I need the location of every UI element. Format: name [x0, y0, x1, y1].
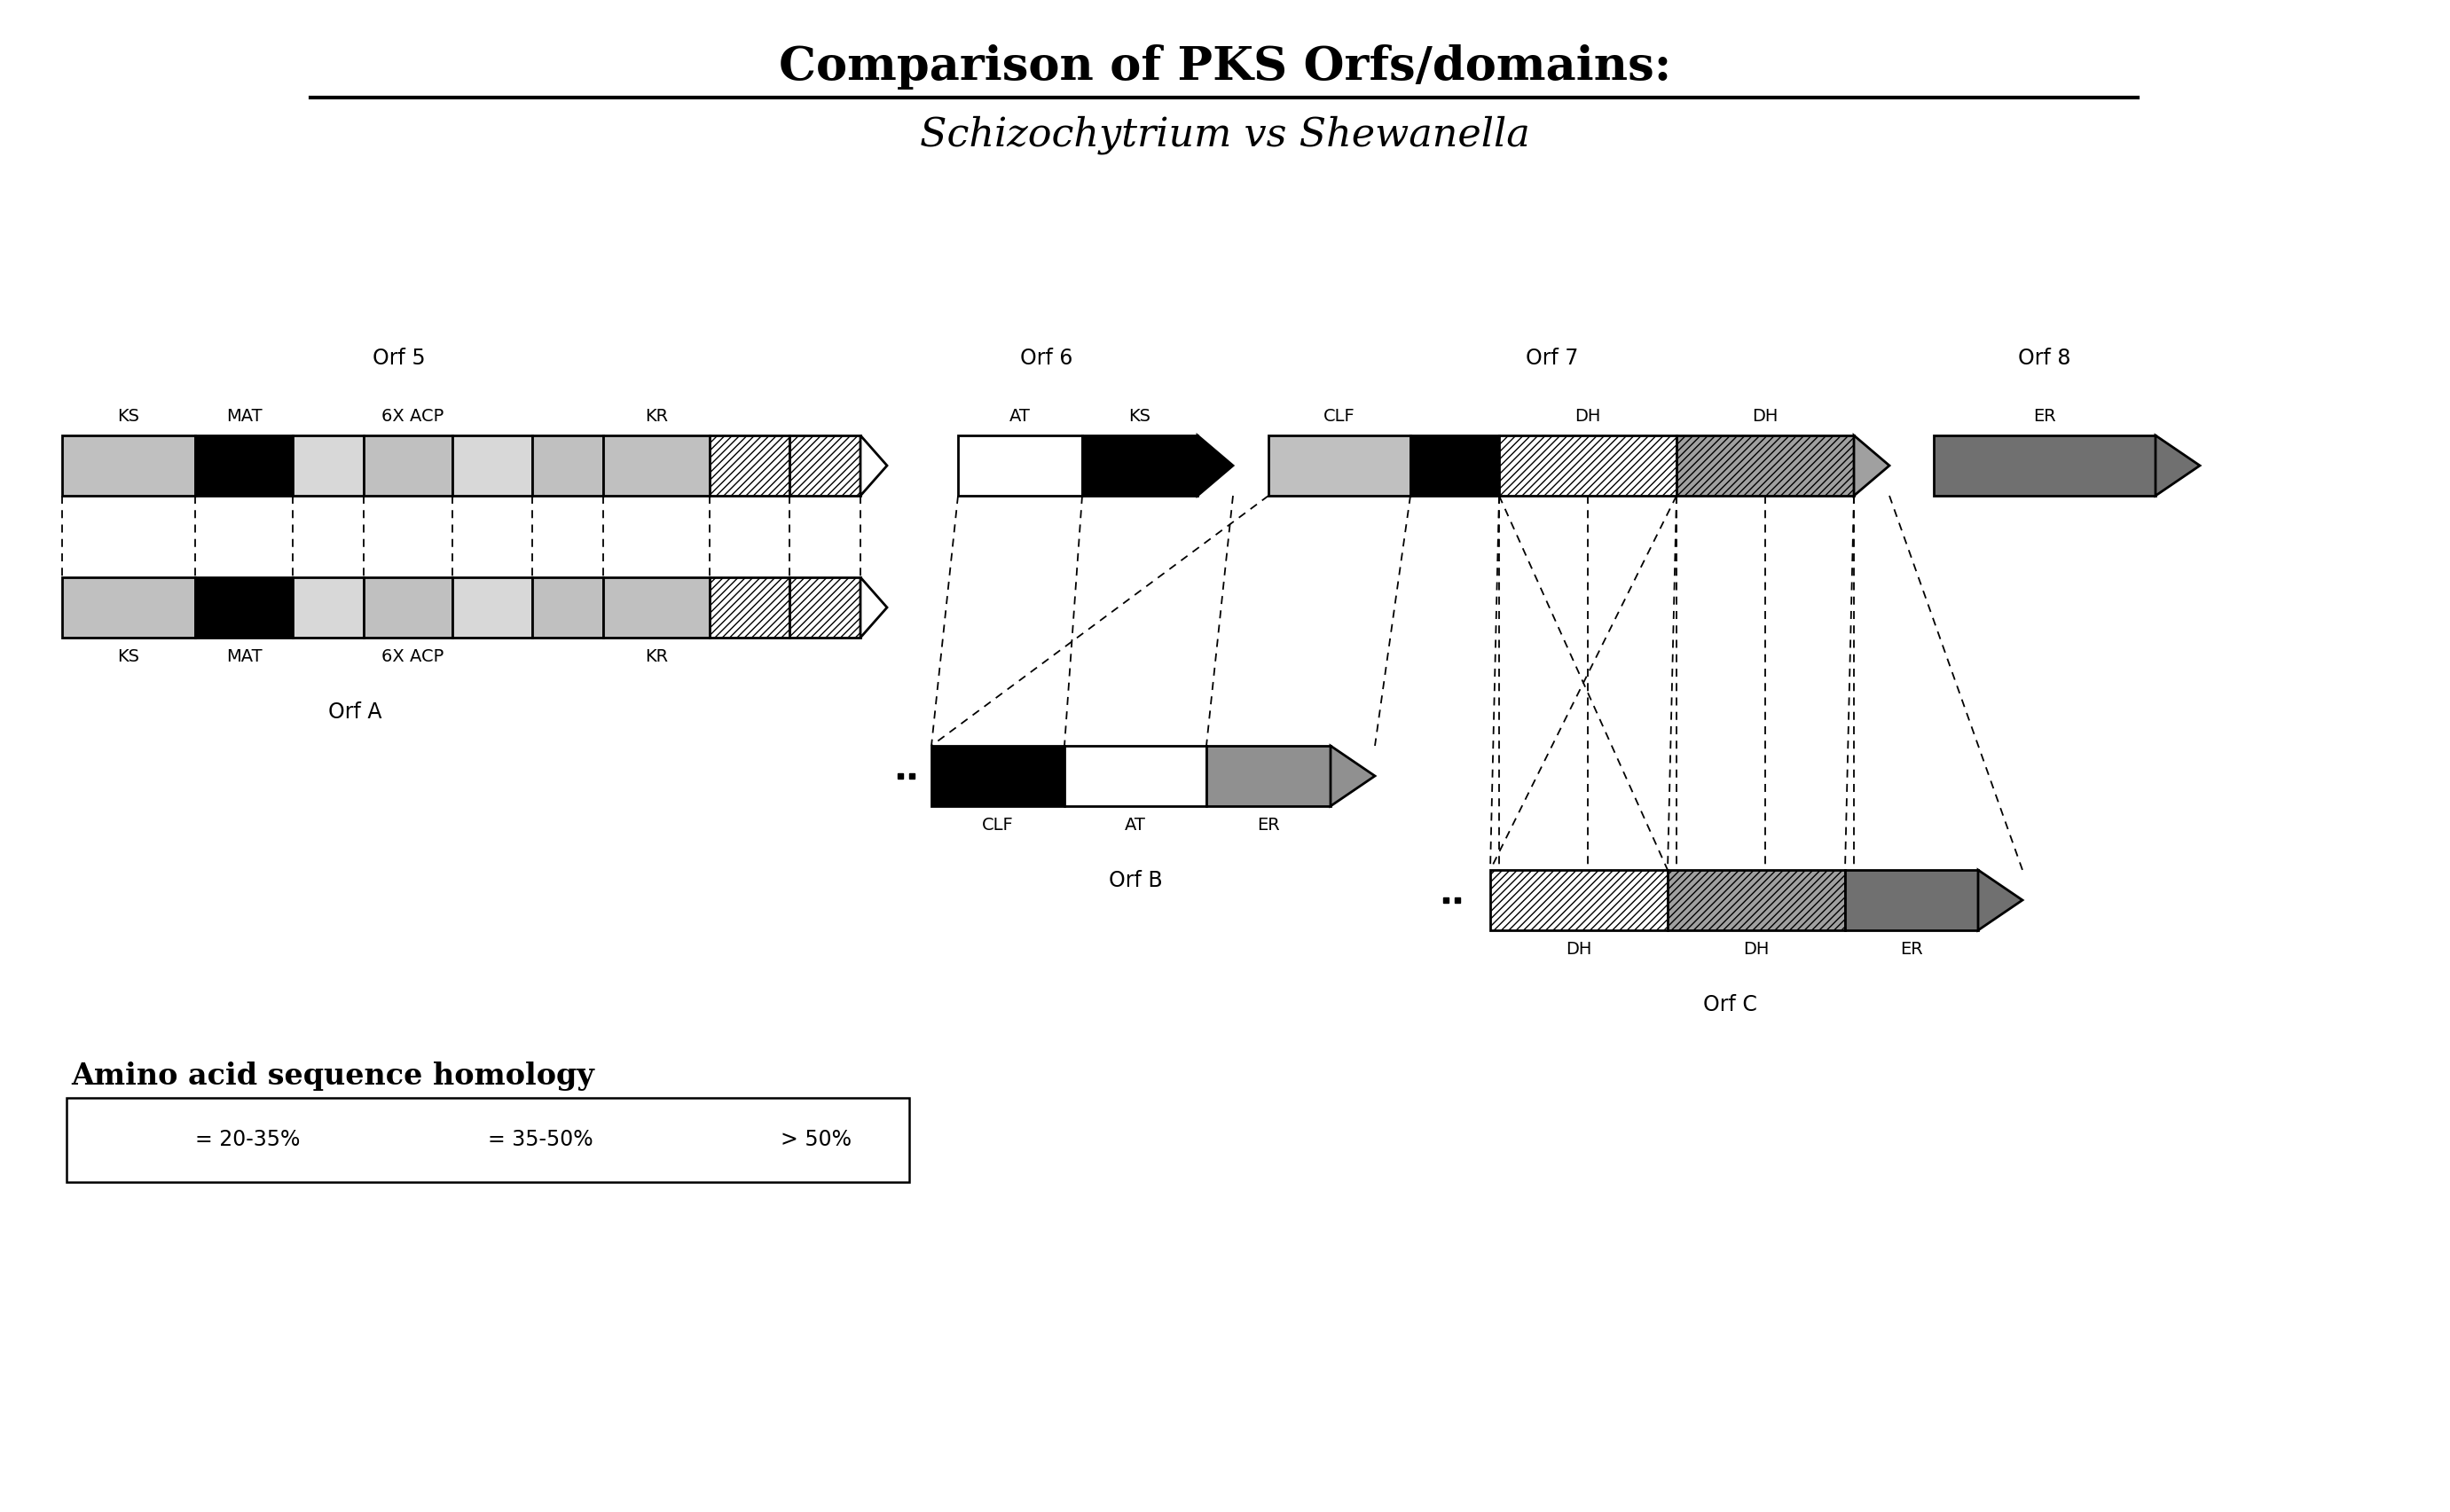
- FancyBboxPatch shape: [66, 1098, 909, 1182]
- Polygon shape: [1330, 745, 1374, 806]
- Bar: [710, 435, 789, 496]
- Bar: [196, 578, 292, 638]
- Bar: [196, 435, 292, 496]
- Polygon shape: [860, 435, 887, 496]
- Text: Orf 5: Orf 5: [372, 348, 426, 369]
- Bar: [1205, 745, 1330, 806]
- Text: CLF: CLF: [1323, 408, 1355, 425]
- Bar: [1676, 435, 1855, 496]
- Text: 6X ACP: 6X ACP: [382, 408, 443, 425]
- Bar: [1269, 435, 1411, 496]
- Bar: [1411, 435, 1499, 496]
- Text: > 50%: > 50%: [782, 1129, 853, 1151]
- Text: AT: AT: [1009, 408, 1031, 425]
- Bar: [88, 1119, 176, 1160]
- Bar: [363, 578, 453, 638]
- Bar: [603, 578, 710, 638]
- Text: DH: DH: [1575, 408, 1600, 425]
- Text: ER: ER: [1257, 816, 1279, 833]
- Text: Orf 6: Orf 6: [1019, 348, 1073, 369]
- Text: DH: DH: [1752, 408, 1779, 425]
- Bar: [292, 578, 363, 638]
- Text: MAT: MAT: [225, 649, 262, 665]
- Bar: [532, 435, 603, 496]
- Polygon shape: [1198, 435, 1232, 496]
- Text: = 35-50%: = 35-50%: [488, 1129, 593, 1151]
- Text: KS: KS: [118, 408, 140, 425]
- Text: MAT: MAT: [225, 408, 262, 425]
- Text: 6X ACP: 6X ACP: [382, 649, 443, 665]
- Text: KR: KR: [644, 408, 669, 425]
- Polygon shape: [1855, 435, 1889, 496]
- Bar: [789, 435, 860, 496]
- Text: Orf 7: Orf 7: [1526, 348, 1578, 369]
- Text: ER: ER: [1901, 940, 1923, 957]
- Bar: [1933, 435, 2156, 496]
- Bar: [532, 578, 603, 638]
- Text: DH: DH: [1744, 940, 1769, 957]
- Polygon shape: [1977, 869, 2021, 930]
- Bar: [292, 435, 363, 496]
- Text: Orf 8: Orf 8: [2019, 348, 2070, 369]
- Bar: [958, 435, 1083, 496]
- Bar: [1668, 869, 1845, 930]
- Bar: [1063, 745, 1205, 806]
- Text: Orf C: Orf C: [1703, 993, 1757, 1016]
- Polygon shape: [2156, 435, 2200, 496]
- Bar: [1083, 435, 1198, 496]
- Bar: [61, 435, 196, 496]
- Bar: [382, 1119, 470, 1160]
- Bar: [61, 578, 196, 638]
- Bar: [674, 1119, 762, 1160]
- Text: Orf B: Orf B: [1107, 869, 1161, 891]
- Text: KS: KS: [118, 649, 140, 665]
- Text: Orf A: Orf A: [328, 702, 382, 723]
- Bar: [1499, 435, 1676, 496]
- Bar: [1845, 869, 1977, 930]
- Text: DH: DH: [1566, 940, 1593, 957]
- Text: KR: KR: [644, 649, 669, 665]
- Text: CLF: CLF: [982, 816, 1014, 833]
- Bar: [453, 435, 532, 496]
- Text: ER: ER: [2034, 408, 2056, 425]
- Bar: [931, 745, 1063, 806]
- Bar: [363, 435, 453, 496]
- Text: KS: KS: [1129, 408, 1152, 425]
- Text: = 20-35%: = 20-35%: [196, 1129, 301, 1151]
- Text: AT: AT: [1125, 816, 1147, 833]
- Bar: [1490, 869, 1668, 930]
- Polygon shape: [860, 578, 887, 638]
- Text: Schizochytrium vs Shewanella: Schizochytrium vs Shewanella: [919, 115, 1531, 154]
- Bar: [710, 578, 789, 638]
- Bar: [603, 435, 710, 496]
- Text: Amino acid sequence homology: Amino acid sequence homology: [71, 1061, 595, 1090]
- Bar: [789, 578, 860, 638]
- Bar: [453, 578, 532, 638]
- Text: Comparison of PKS Orfs/domains:: Comparison of PKS Orfs/domains:: [779, 44, 1671, 89]
